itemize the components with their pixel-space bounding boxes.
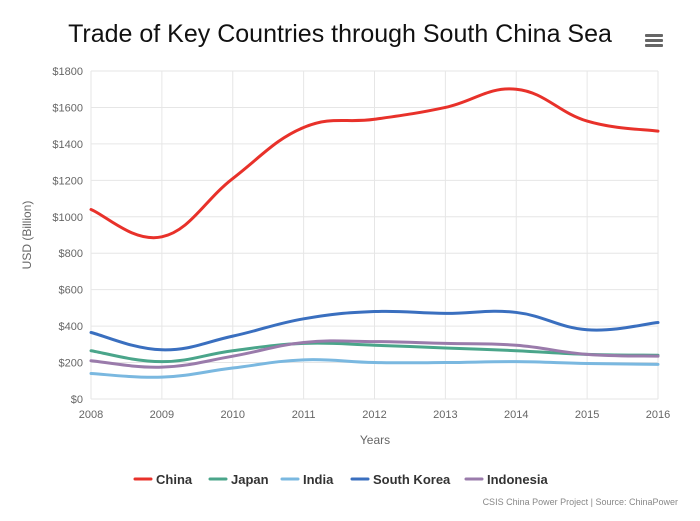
y-tick-label: $400 [59, 321, 83, 333]
y-tick-label: $1200 [52, 175, 83, 187]
y-tick-label: $1400 [52, 139, 83, 151]
series-line-japan [89, 341, 660, 364]
hamburger-menu-icon[interactable] [645, 34, 663, 48]
legend-item[interactable]: China [156, 472, 193, 487]
chart-title: Trade of Key Countries through South Chi… [68, 20, 612, 48]
x-tick-label: 2016 [646, 409, 670, 421]
y-axis-label: USD (Billion) [20, 201, 34, 270]
series-line-south-korea [89, 309, 660, 352]
x-axis-label: Years [360, 433, 390, 447]
x-tick-label: 2008 [79, 409, 103, 421]
x-tick-label: 2014 [504, 409, 528, 421]
y-tick-label: $200 [59, 358, 83, 370]
series-line-indonesia [89, 339, 660, 369]
x-tick-label: 2011 [292, 409, 316, 421]
legend-item[interactable]: India [303, 472, 334, 487]
x-tick-label: 2015 [575, 409, 599, 421]
y-tick-label: $1800 [52, 66, 83, 78]
series-line-india [89, 358, 660, 379]
y-tick-label: $1600 [52, 102, 83, 114]
y-tick-label: $600 [59, 285, 83, 297]
legend-item[interactable]: Indonesia [487, 472, 548, 487]
x-tick-label: 2010 [221, 409, 245, 421]
y-tick-label: $800 [59, 248, 83, 260]
series-line-china [89, 87, 660, 240]
legend-item[interactable]: South Korea [373, 472, 451, 487]
x-tick-label: 2012 [362, 409, 386, 421]
x-tick-label: 2009 [150, 409, 174, 421]
legend-item[interactable]: Japan [231, 472, 269, 487]
y-tick-label: $1000 [52, 212, 83, 224]
x-tick-label: 2013 [433, 409, 457, 421]
y-tick-label: $0 [71, 394, 83, 406]
credits[interactable]: CSIS China Power Project | Source: China… [482, 497, 678, 507]
